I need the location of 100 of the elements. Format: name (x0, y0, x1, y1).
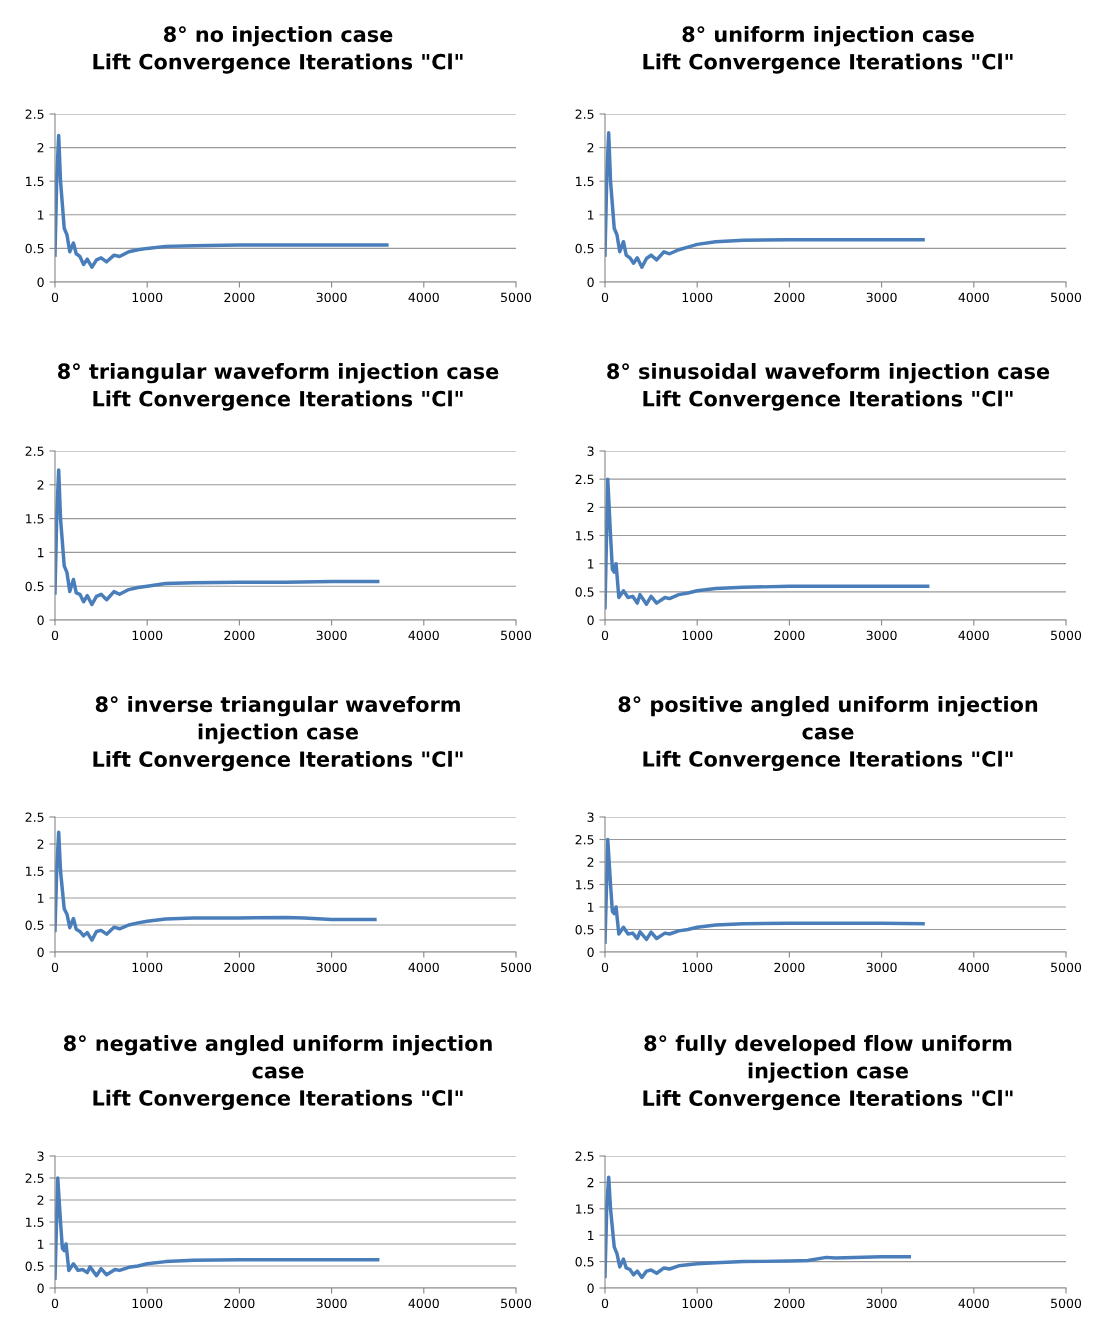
x-tick-label: 5000 (501, 1298, 532, 1309)
y-tick-label: 2.5 (575, 1151, 594, 1161)
x-tick-label: 0 (601, 1298, 609, 1309)
x-tick-label: 5000 (1051, 292, 1082, 303)
x-tick-label: 3000 (316, 962, 347, 973)
chart-title: 8° inverse triangular waveform injection case Lift Convergence Iterations "Cl" (93, 696, 463, 772)
y-tick-label: 2.5 (25, 446, 44, 456)
y-tick-label: 2 (587, 502, 594, 513)
x-tick-label: 2000 (224, 962, 255, 973)
y-tick-label: 3 (587, 446, 594, 456)
x-tick-label: 4000 (408, 962, 439, 973)
y-tick-label: 2.5 (575, 474, 594, 485)
x-tick-label: 1000 (682, 962, 713, 973)
x-tick-label: 4000 (958, 292, 989, 303)
x-tick-label: 2000 (774, 1298, 805, 1309)
y-tick-label: 1.5 (26, 514, 44, 524)
x-tick-label: 2000 (224, 1298, 255, 1309)
y-tick-label: 0.5 (575, 1257, 594, 1267)
y-tick-label: 2 (37, 480, 44, 490)
x-tick-label: 4000 (408, 630, 439, 641)
y-tick-label: 0 (37, 277, 44, 287)
x-tick-label: 3000 (316, 292, 347, 303)
y-tick-label: 2 (37, 839, 44, 849)
y-tick-label: 2 (37, 1195, 44, 1205)
y-tick-label: 0 (587, 277, 594, 287)
y-tick-label: 0.5 (25, 920, 44, 930)
y-tick-label: 2 (37, 143, 44, 153)
y-tick-label: 0.5 (25, 1261, 44, 1271)
x-tick-label: 2000 (774, 292, 805, 303)
line-series (605, 131, 925, 269)
x-tick-label: 2000 (224, 292, 255, 303)
x-tick-label: 3000 (866, 630, 897, 641)
y-tick-label: 1 (38, 893, 44, 903)
y-tick-label: 1.5 (576, 1204, 594, 1214)
y-tick-label: 1.5 (576, 531, 594, 541)
x-tick-label: 4000 (958, 630, 989, 641)
x-tick-label: 0 (51, 962, 59, 973)
y-tick-label: 0 (37, 615, 44, 625)
y-tick-label: 1 (588, 210, 594, 220)
y-tick-label: 0 (587, 947, 594, 957)
chart-title: 8° uniform injection case Lift Convergence Iterations "Cl" (643, 26, 1013, 74)
x-tick-label: 1000 (132, 630, 163, 641)
y-tick-label: 0 (37, 947, 44, 957)
y-tick-label: 2.5 (575, 109, 594, 119)
y-tick-label: 1.5 (576, 176, 594, 187)
y-tick-label: 1.5 (576, 880, 594, 890)
x-tick-label: 0 (51, 630, 59, 641)
x-tick-label: 2000 (774, 630, 805, 641)
x-tick-label: 5000 (501, 962, 532, 973)
x-tick-label: 0 (51, 1298, 59, 1309)
x-tick-label: 5000 (501, 292, 532, 303)
chart-title: 8° fully developed flow uniform injection case Lift Convergence Iterations "Cl" (643, 1035, 1013, 1111)
y-tick-label: 0 (587, 615, 594, 625)
x-tick-label: 2000 (224, 630, 255, 641)
x-tick-label: 4000 (408, 1298, 439, 1309)
x-tick-label: 0 (601, 630, 609, 641)
x-tick-label: 0 (601, 292, 609, 303)
y-tick-label: 1 (588, 902, 594, 912)
x-tick-label: 3000 (316, 1298, 347, 1309)
x-tick-label: 3000 (316, 630, 347, 641)
line-series (55, 830, 377, 942)
x-tick-label: 5000 (501, 630, 532, 641)
y-tick-label: 0.5 (25, 581, 44, 592)
x-tick-label: 4000 (958, 962, 989, 973)
x-tick-label: 4000 (958, 1298, 989, 1309)
y-tick-label: 2.5 (25, 1173, 44, 1183)
chart-title: 8° negative angled uniform injection case Lift Convergence Iterations "Cl" (63, 1035, 492, 1111)
y-tick-label: 0.5 (575, 587, 594, 597)
y-tick-label: 0.5 (575, 924, 594, 935)
y-tick-label: 2.5 (25, 109, 44, 119)
x-tick-label: 5000 (1051, 630, 1082, 641)
line-series (605, 477, 930, 610)
x-tick-label: 1000 (132, 1298, 163, 1309)
y-tick-label: 1 (38, 1239, 44, 1249)
x-tick-label: 0 (51, 292, 59, 303)
x-tick-label: 0 (601, 962, 609, 973)
x-tick-label: 3000 (866, 292, 897, 303)
line-series (55, 133, 389, 269)
chart-title: 8° no injection case Lift Convergence Iterations "Cl" (93, 26, 463, 74)
x-tick-label: 2000 (774, 962, 805, 973)
x-tick-label: 3000 (866, 962, 897, 973)
line-series (605, 837, 925, 944)
x-tick-label: 4000 (408, 292, 439, 303)
x-tick-label: 1000 (132, 292, 163, 303)
x-tick-label: 5000 (1051, 1298, 1082, 1309)
x-tick-label: 1000 (682, 1298, 713, 1309)
y-tick-label: 1 (588, 559, 594, 569)
x-tick-label: 1000 (682, 630, 713, 641)
y-tick-label: 1 (588, 1230, 594, 1240)
y-tick-label: 1 (38, 210, 44, 220)
chart-title: 8° positive angled uniform injection case Lift Convergence Iterations "Cl" (618, 696, 1038, 772)
y-tick-label: 2 (587, 143, 594, 153)
y-tick-label: 1 (38, 548, 44, 558)
chart-title: 8° sinusoidal waveform injection case Lift Convergence Iterations "Cl" (607, 363, 1050, 411)
y-tick-label: 0.5 (25, 243, 44, 254)
y-tick-label: 3 (37, 1151, 44, 1161)
y-tick-label: 2 (587, 1177, 594, 1188)
x-tick-label: 3000 (866, 1298, 897, 1309)
y-tick-label: 0 (37, 1283, 44, 1293)
y-tick-label: 1.5 (26, 176, 44, 187)
